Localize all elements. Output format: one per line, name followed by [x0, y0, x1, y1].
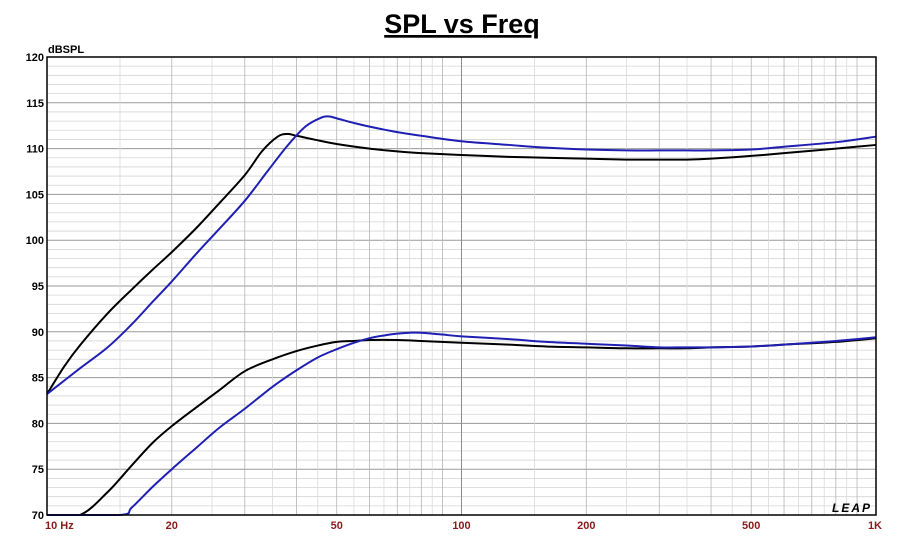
y-tick-label: 70: [32, 510, 44, 522]
leap-logo: LEAP: [832, 501, 872, 515]
x-tick-labels: 10 Hz 20 50 100 200 500 1K: [45, 520, 882, 532]
x-tick-label: 20: [166, 520, 178, 532]
x-tick-label: 1K: [868, 520, 882, 532]
y-tick-label: 105: [26, 189, 44, 201]
grid-lines: [46, 56, 876, 516]
y-tick-label: 110: [26, 144, 44, 156]
x-tick-label: 10 Hz: [45, 520, 74, 532]
y-tick-label: 75: [32, 464, 44, 476]
y-tick-label: 115: [26, 98, 44, 110]
y-tick-label: 95: [32, 281, 44, 293]
series-line-4: [47, 331, 877, 516]
y-axis-label: dBSPL: [48, 44, 84, 56]
y-tick-label: 90: [32, 327, 44, 339]
plot-frame: [46, 56, 877, 516]
chart-title: SPL vs Freq: [384, 9, 540, 39]
x-tick-label: 100: [452, 520, 470, 532]
x-tick-label: 200: [577, 520, 595, 532]
y-tick-label: 85: [32, 373, 44, 385]
series-lines: [46, 115, 877, 516]
y-tick-label: 80: [32, 418, 44, 430]
x-tick-label: 500: [742, 520, 760, 532]
series-line-2: [46, 115, 877, 395]
y-tick-label: 100: [26, 235, 44, 247]
series-line-1: [46, 132, 877, 395]
y-tick-label: 120: [26, 52, 44, 64]
y-tick-labels: 70 75 80 85 90 95 100 105 110 115 120: [26, 52, 44, 522]
x-tick-label: 50: [331, 520, 343, 532]
